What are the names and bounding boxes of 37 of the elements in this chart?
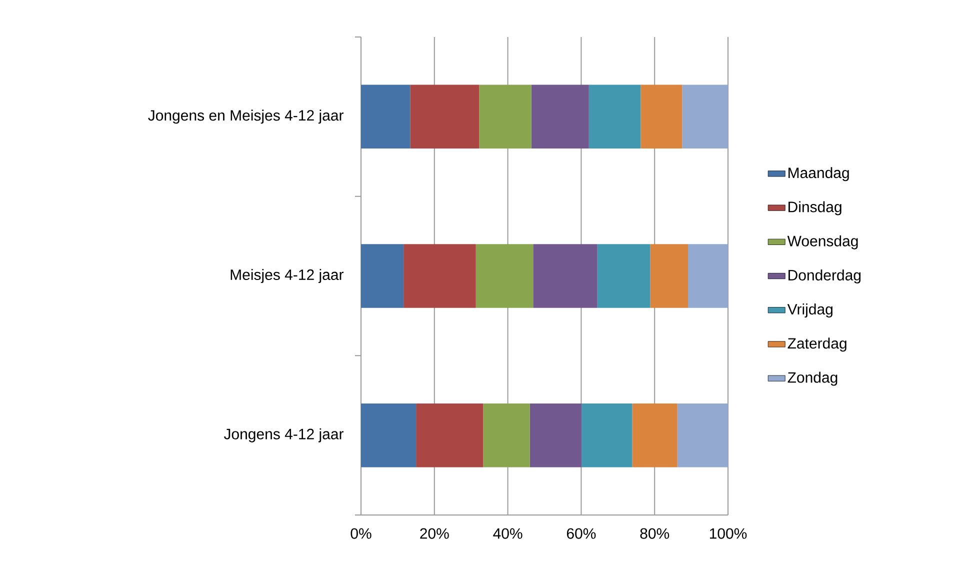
bar — [677, 403, 728, 468]
bar — [688, 244, 728, 308]
bar — [410, 84, 480, 149]
legend-label: Maandag — [788, 167, 849, 182]
bar — [650, 244, 688, 308]
bar — [682, 84, 728, 149]
bar — [361, 244, 404, 308]
y-tick-label: Meisjes 4-12 jaar — [230, 269, 344, 283]
bar — [476, 244, 534, 308]
legend-label: Dinsdag — [788, 201, 842, 216]
bar — [531, 84, 589, 149]
legend-label: Vrijdag — [787, 304, 832, 318]
y-tick-label: Jongens 4-12 jaar — [224, 428, 344, 442]
x-tick-label: 60% — [566, 528, 596, 539]
legend-label: Zaterdag — [788, 338, 846, 352]
y-tick-label: Jongens en Meisjes 4-12 jaar — [148, 110, 344, 124]
bar — [588, 84, 641, 149]
x-tick-label: 40% — [493, 528, 522, 539]
bar — [479, 84, 532, 149]
legend-label: Donderdag — [788, 269, 861, 284]
bar — [597, 244, 650, 308]
bar — [533, 244, 598, 308]
bar — [361, 84, 410, 149]
bar — [483, 403, 530, 468]
x-tick-label: 20% — [420, 528, 449, 539]
bar — [404, 244, 476, 308]
x-tick-label: 80% — [640, 528, 670, 539]
bar — [640, 84, 682, 149]
bar — [361, 403, 416, 468]
x-tick-label: 0% — [350, 528, 372, 539]
x-tick-label: 100% — [710, 528, 747, 539]
legend-label: Woensdag — [787, 235, 858, 250]
bar — [582, 403, 632, 468]
bar — [530, 403, 582, 468]
legend-label: Zondag — [788, 372, 838, 386]
bar — [416, 403, 484, 468]
bar — [632, 403, 678, 468]
